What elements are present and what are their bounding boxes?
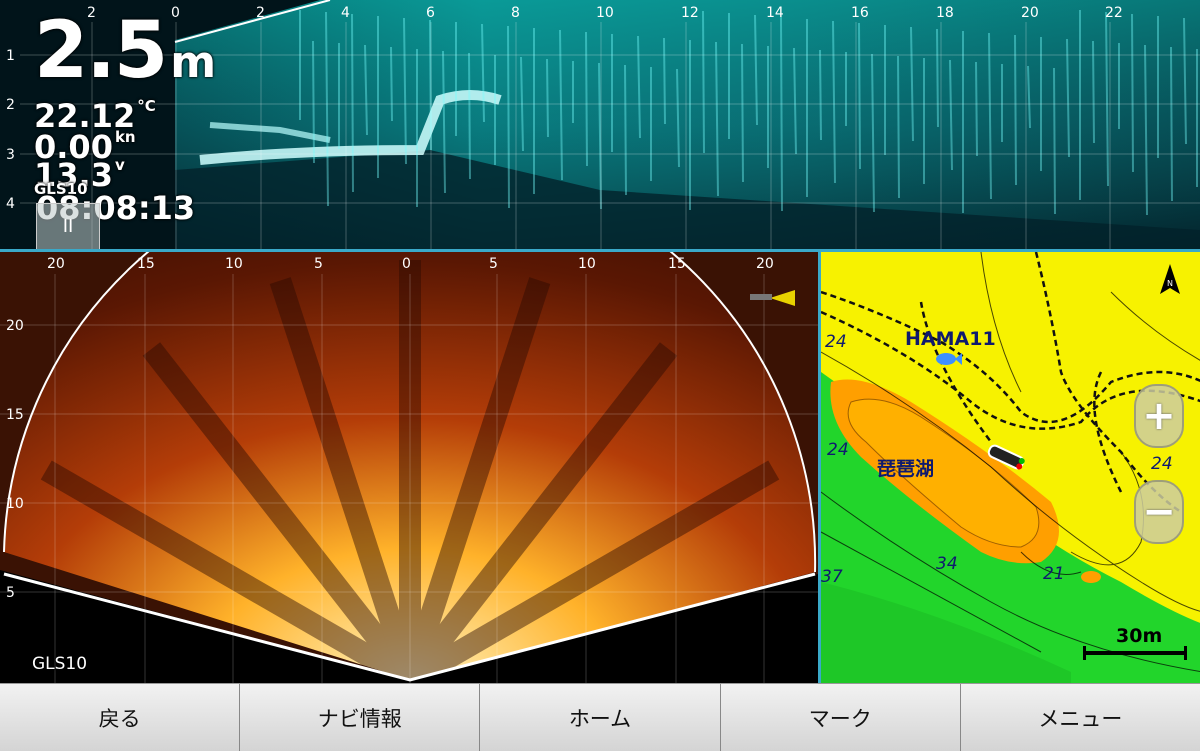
waypoint-label[interactable]: HAMA11 (905, 328, 996, 350)
voltage-readout: 13.3 v (34, 156, 125, 194)
temperature-unit: °C (137, 97, 156, 115)
temperature-value: 22.12 (34, 97, 136, 135)
map-scale-bar (1083, 646, 1187, 660)
north-arrow-icon[interactable]: N (1160, 264, 1180, 294)
depth-value: 2.5 (34, 6, 168, 96)
fan-h-scale-tick: 20 (47, 256, 65, 272)
fan-h-scale-tick: 10 (225, 256, 243, 272)
fan-h-scale-tick: 20 (756, 256, 774, 272)
fan-v-scale-tick: 20 (6, 318, 24, 334)
fan-v-scale-tick: 15 (6, 407, 24, 423)
fan-v-scale-tick: 10 (6, 496, 24, 512)
voltage-unit: v (114, 156, 125, 174)
top-scale-tick: 8 (511, 5, 520, 21)
temperature-readout: 22.12 °C (34, 97, 156, 135)
downscan-sonar-pane[interactable]: 2 0 2 4 6 8 10 12 14 16 18 20 22 1 2 3 4 2.5m 22.12 °C 0.… (0, 0, 1200, 252)
home-button[interactable]: ホーム (480, 684, 721, 751)
top-scale-tick: 2 (87, 5, 96, 21)
pause-button[interactable]: II (36, 203, 100, 249)
top-scale-tick: 18 (936, 5, 954, 21)
fan-h-scale-tick: 0 (402, 256, 411, 272)
top-scale-tick: 0 (171, 5, 180, 21)
fan-h-scale-tick: 5 (314, 256, 323, 272)
fan-h-scale-tick: 15 (137, 256, 155, 272)
fish-waypoint-icon[interactable] (936, 353, 962, 365)
fan-h-scale-tick: 5 (489, 256, 498, 272)
boat-icon (987, 444, 1025, 470)
speed-unit: kn (114, 128, 136, 146)
contour-label: 34 (936, 554, 958, 574)
contour-label: 37 (821, 567, 843, 587)
fan-source-label: GLS10 (32, 654, 88, 674)
top-scale-tick: 22 (1105, 5, 1123, 21)
depth-scale-tick: 3 (6, 147, 15, 163)
contour-label: 24 (827, 440, 849, 460)
mark-button[interactable]: マーク (721, 684, 961, 751)
fan-v-scale-tick: 5 (6, 585, 15, 601)
zoom-out-button[interactable]: − (1134, 480, 1184, 544)
bottom-nav-bar: 戻る ナビ情報 ホーム マーク メニュー (0, 683, 1200, 751)
fan-sonar-image: 20 15 10 5 0 5 10 15 20 20 15 10 5 (0, 252, 818, 683)
fan-h-scale-tick: 10 (578, 256, 596, 272)
contour-label: 21 (1043, 564, 1065, 584)
fan-sonar-pane[interactable]: 20 15 10 5 0 5 10 15 20 20 15 10 5 GLS10 (0, 252, 818, 683)
top-scale-tick: 4 (341, 5, 350, 21)
top-scale-tick: 16 (851, 5, 869, 21)
zoom-in-button[interactable]: + (1134, 384, 1184, 448)
fan-h-scale-tick: 15 (668, 256, 686, 272)
boat-position-icon (770, 290, 795, 306)
depth-scale-tick: 2 (6, 97, 15, 113)
top-scale-tick: 12 (681, 5, 699, 21)
speed-value: 0.00 (34, 128, 113, 166)
map-scale-label: 30m (1116, 625, 1163, 647)
lake-name-label: 琵琶湖 (877, 458, 935, 480)
top-scale-tick: 20 (1021, 5, 1039, 21)
depth-scale-tick: 1 (6, 48, 15, 64)
downscan-source-label: GLS10 (34, 180, 88, 198)
top-scale-tick: 10 (596, 5, 614, 21)
depth-readout: 2.5m (34, 12, 216, 90)
depth-unit: m (170, 37, 216, 88)
navi-info-button[interactable]: ナビ情報 (240, 684, 481, 751)
lake-chart: N (821, 252, 1200, 683)
top-scale-tick: 6 (426, 5, 435, 21)
chart-map-pane[interactable]: N HAMA11 琵琶湖 24 24 24 34 21 37 + − 30m (818, 252, 1200, 683)
menu-button[interactable]: メニュー (1038, 706, 1123, 731)
top-scale-tick: 2 (256, 5, 265, 21)
speed-readout: 0.00 kn (34, 128, 136, 166)
top-scale-tick: 14 (766, 5, 784, 21)
contour-label: 24 (1151, 454, 1173, 474)
contour-label: 24 (825, 332, 847, 352)
north-label: N (1167, 279, 1173, 288)
back-button[interactable]: 戻る (0, 684, 241, 751)
voltage-value: 13.3 (34, 156, 113, 194)
depth-scale-tick: 4 (6, 196, 15, 212)
